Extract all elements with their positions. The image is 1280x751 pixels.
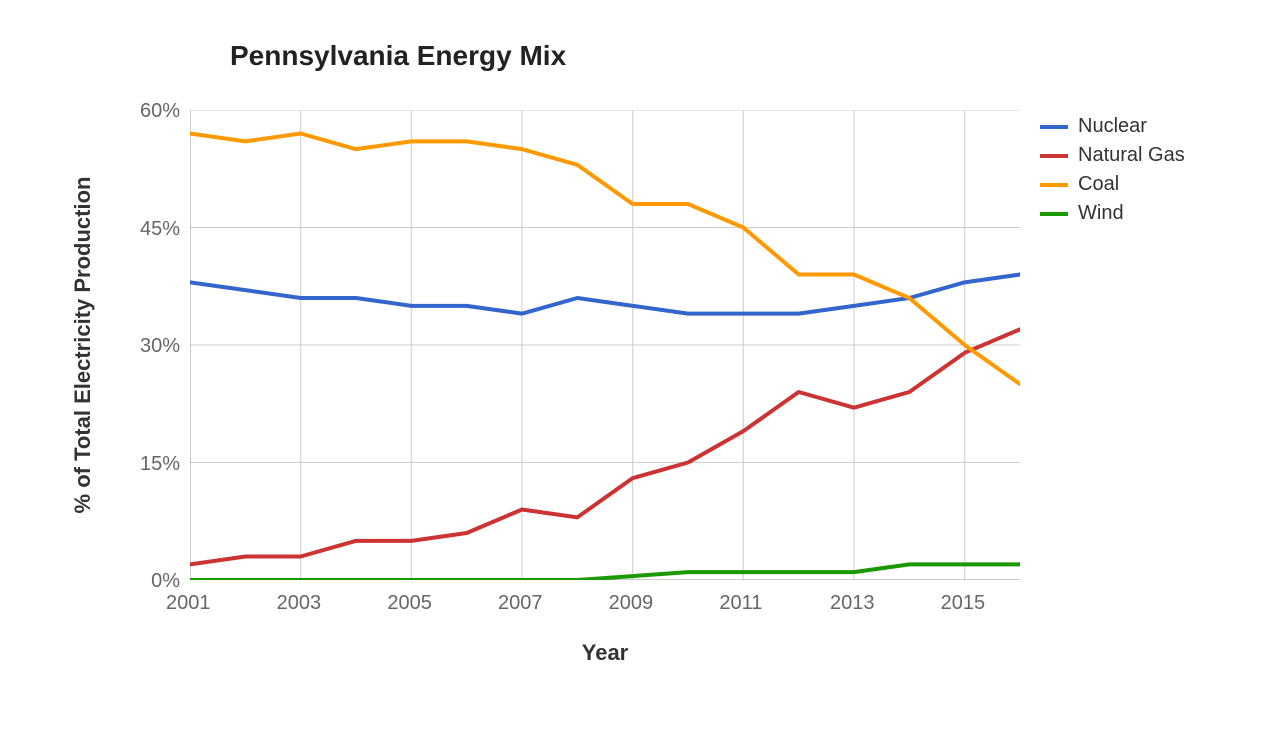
x-tick-label: 2015: [941, 592, 986, 615]
x-tick-label: 2005: [387, 592, 432, 615]
y-axis-label: % of Total Electricity Production: [70, 110, 96, 580]
legend-swatch: [1040, 183, 1068, 187]
legend-item-natural-gas: Natural Gas: [1040, 144, 1185, 167]
legend-swatch: [1040, 125, 1068, 129]
legend-label: Nuclear: [1078, 115, 1147, 138]
legend-label: Natural Gas: [1078, 144, 1185, 167]
y-tick-label: 60%: [140, 100, 180, 123]
legend-label: Wind: [1078, 202, 1124, 225]
legend-swatch: [1040, 212, 1068, 216]
chart-container: Pennsylvania Energy Mix % of Total Elect…: [0, 0, 1280, 751]
legend: Nuclear Natural Gas Coal Wind: [1040, 115, 1185, 231]
y-tick-label: 30%: [140, 335, 180, 358]
legend-item-wind: Wind: [1040, 202, 1185, 225]
x-tick-label: 2003: [277, 592, 322, 615]
legend-label: Coal: [1078, 173, 1119, 196]
y-tick-label: 45%: [140, 218, 180, 241]
y-tick-label: 0%: [151, 570, 180, 593]
legend-swatch: [1040, 154, 1068, 158]
plot-area: [190, 110, 1020, 580]
x-tick-label: 2011: [719, 592, 762, 615]
chart-title: Pennsylvania Energy Mix: [230, 40, 566, 72]
x-tick-label: 2009: [609, 592, 654, 615]
x-tick-label: 2001: [166, 592, 211, 615]
legend-item-nuclear: Nuclear: [1040, 115, 1185, 138]
series-line-wind: [190, 564, 1020, 580]
y-tick-label: 15%: [140, 453, 180, 476]
x-tick-label: 2007: [498, 592, 543, 615]
series-line-natural-gas: [190, 329, 1020, 564]
legend-item-coal: Coal: [1040, 173, 1185, 196]
x-axis-label: Year: [190, 640, 1020, 666]
x-tick-label: 2013: [830, 592, 875, 615]
series-line-coal: [190, 134, 1020, 385]
